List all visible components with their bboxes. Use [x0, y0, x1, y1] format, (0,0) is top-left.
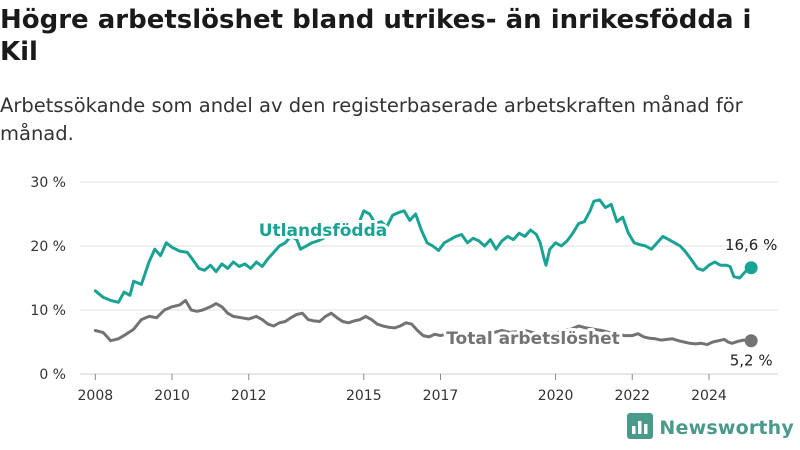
series-line: [93, 198, 753, 304]
x-tick-label: 2017: [423, 388, 459, 404]
x-tick-label: 2024: [691, 388, 727, 404]
x-tick-label: 2008: [78, 388, 114, 404]
x-axis: 2008 2010 2012 2015 2017 2020 2022 2024: [78, 374, 727, 404]
brand-name: Newsworthy: [659, 417, 794, 439]
y-tick-label: 10 %: [30, 303, 66, 319]
series-end-label: 16,6 %: [725, 236, 777, 254]
series-labels: 16,6 % Utlandsfödda 5,2 % Total arbetslöshe…: [256, 218, 778, 370]
chart-title: Högre arbetslöshet bland utrikes- än inr…: [0, 5, 752, 67]
x-tick-label: 2020: [538, 388, 574, 404]
grid-lines: [80, 181, 778, 375]
brand: Newsworthy: [627, 413, 794, 443]
chart-subtitle: Arbetssökande som andel av den registerb…: [0, 94, 743, 145]
x-tick-label: 2012: [231, 388, 267, 404]
x-tick-label: 2022: [614, 388, 650, 404]
series-label: Utlandsfödda: [259, 221, 388, 241]
series-line: [93, 298, 753, 347]
x-tick-label: 2010: [154, 388, 190, 404]
y-tick-label: 20 %: [30, 239, 66, 255]
series-end-point: [744, 261, 758, 275]
x-tick-label: 2015: [346, 388, 382, 404]
y-axis: 0 % 10 % 20 % 30 %: [30, 175, 66, 383]
bar-chart-logo-icon: [627, 413, 654, 443]
y-tick-label: 30 %: [30, 175, 66, 191]
series-end-label: 5,2 %: [730, 352, 773, 370]
series-lines: [93, 198, 758, 348]
y-tick-label: 0 %: [39, 367, 66, 383]
series-end-point: [744, 334, 758, 348]
series-label: Total arbetslöshet: [446, 329, 620, 349]
